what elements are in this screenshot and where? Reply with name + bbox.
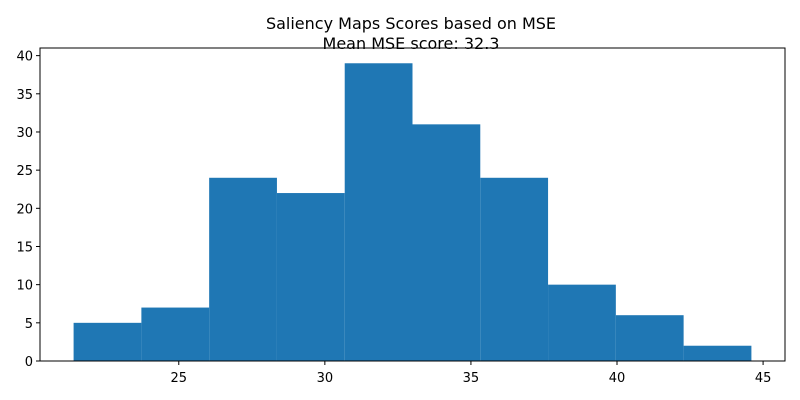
x-tick-label: 30 bbox=[317, 371, 334, 386]
x-tick-label: 45 bbox=[755, 371, 772, 386]
y-axis-ticks: 0 5 10 15 20 25 30 35 40 bbox=[16, 50, 40, 370]
y-tick-label: 5 bbox=[25, 317, 33, 332]
histogram-bar bbox=[615, 315, 684, 361]
histogram-bar bbox=[683, 345, 752, 361]
histogram-bar bbox=[276, 193, 345, 361]
histogram-bar bbox=[480, 177, 549, 361]
histogram-bar bbox=[548, 284, 616, 361]
histogram-bar bbox=[344, 63, 413, 362]
x-tick-label: 25 bbox=[171, 371, 188, 386]
histogram-bar bbox=[73, 322, 142, 361]
chart-title: Saliency Maps Scores based on MSE bbox=[266, 14, 556, 33]
histogram-bar bbox=[141, 307, 210, 361]
chart-subtitle: Mean MSE score: 32.3 bbox=[323, 34, 500, 53]
x-tick-label: 40 bbox=[609, 371, 626, 386]
y-tick-label: 40 bbox=[16, 50, 33, 65]
y-tick-label: 25 bbox=[16, 164, 33, 179]
plot-frame bbox=[39, 47, 786, 362]
y-tick-label: 10 bbox=[16, 279, 33, 294]
x-axis-ticks: 25 30 35 40 45 bbox=[171, 361, 772, 386]
x-tick-label: 35 bbox=[463, 371, 480, 386]
y-tick-label: 15 bbox=[16, 240, 33, 255]
y-tick-label: 35 bbox=[16, 88, 33, 103]
bars-group bbox=[73, 63, 752, 362]
y-tick-label: 0 bbox=[25, 355, 33, 370]
y-tick-label: 20 bbox=[16, 202, 33, 217]
histogram-bar bbox=[412, 124, 481, 361]
y-tick-label: 30 bbox=[16, 126, 33, 141]
histogram-bar bbox=[209, 177, 277, 361]
